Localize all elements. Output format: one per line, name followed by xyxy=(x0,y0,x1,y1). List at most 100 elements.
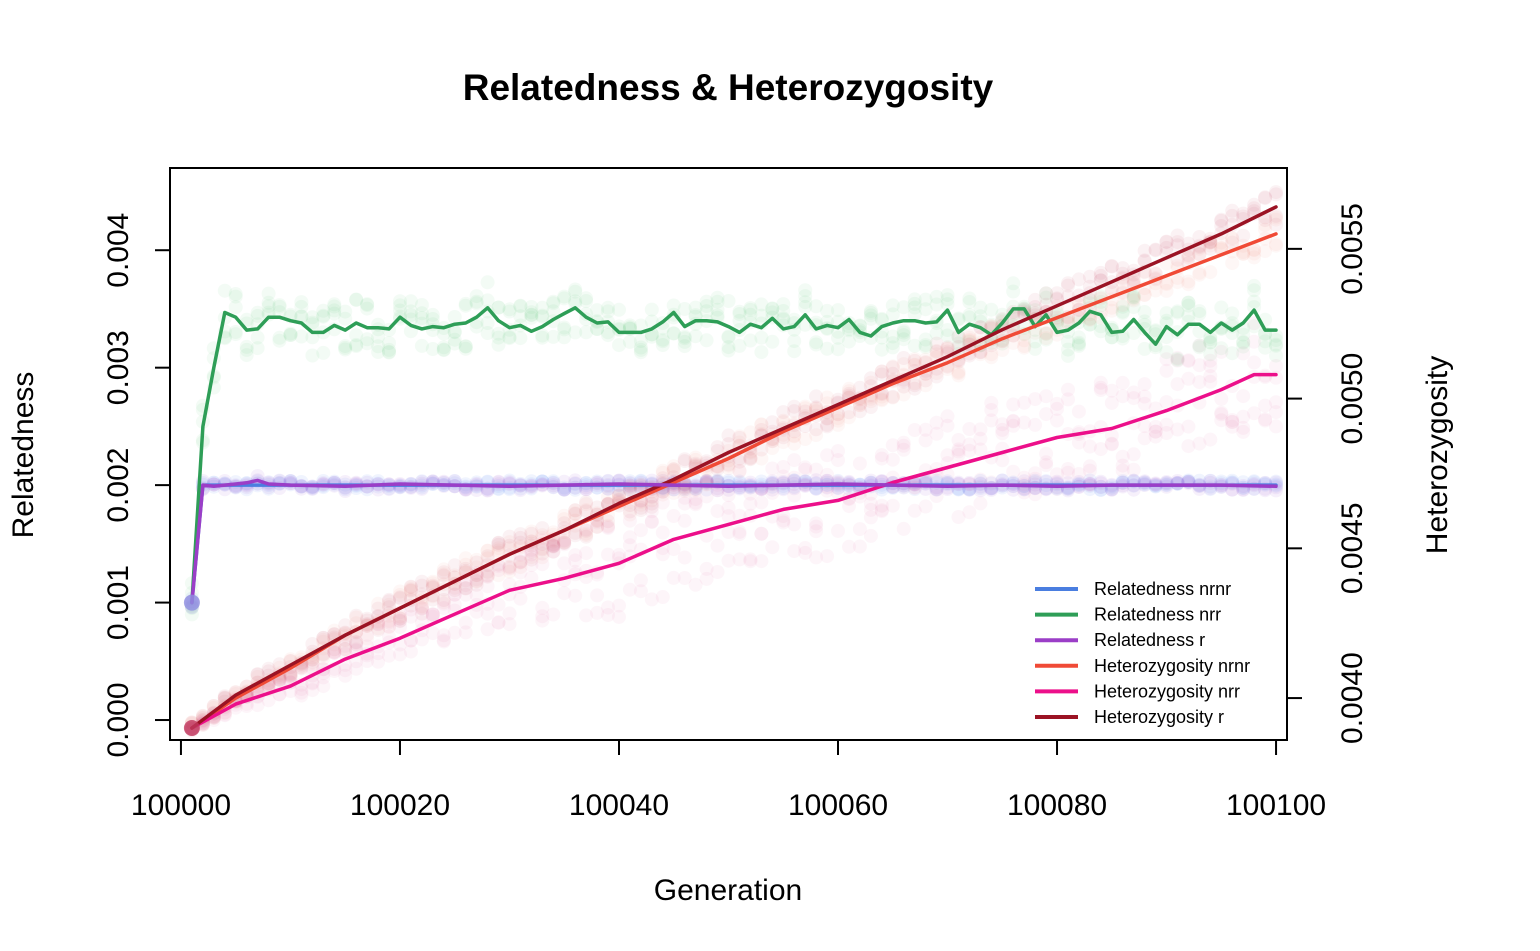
replicate-point-heterozygosity-r xyxy=(436,568,451,583)
replicate-point-relatedness-nrr xyxy=(940,323,955,337)
replicate-point-heterozygosity-nrr xyxy=(918,433,933,448)
replicate-point-relatedness-nrr xyxy=(480,275,495,290)
replicate-point-heterozygosity-nrr xyxy=(951,442,966,457)
replicate-point-relatedness-nrr xyxy=(984,302,999,317)
replicate-point-heterozygosity-nrnr xyxy=(666,463,681,478)
replicate-point-heterozygosity-nrnr xyxy=(1192,247,1207,262)
replicate-point-heterozygosity-r xyxy=(1170,238,1185,253)
replicate-point-heterozygosity-nrnr xyxy=(732,429,747,444)
replicate-point-heterozygosity-nrr xyxy=(491,563,506,578)
replicate-point-heterozygosity-nrr xyxy=(874,504,889,519)
replicate-point-heterozygosity-nrnr xyxy=(612,488,626,503)
y-right-tick-label: 0.0040 xyxy=(1336,652,1369,744)
replicate-point-heterozygosity-nrnr xyxy=(929,343,944,358)
replicate-point-heterozygosity-r xyxy=(414,574,429,589)
replicate-point-relatedness-nrr xyxy=(371,329,386,344)
replicate-point-relatedness-nrr xyxy=(633,345,648,360)
replicate-point-relatedness-nrr xyxy=(590,322,605,336)
replicate-point-relatedness-nrr xyxy=(557,320,572,335)
replicate-point-heterozygosity-r xyxy=(874,364,889,379)
replicate-point-heterozygosity-r xyxy=(907,381,922,396)
replicate-point-heterozygosity-nrr xyxy=(1214,344,1229,359)
replicate-point-relatedness-nrr xyxy=(1082,317,1097,332)
replicate-point-heterozygosity-nrnr xyxy=(1039,331,1054,346)
replicate-point-heterozygosity-nrr xyxy=(732,524,747,539)
replicate-point-heterozygosity-nrr xyxy=(973,496,988,511)
replicate-point-heterozygosity-nrr xyxy=(732,527,747,542)
replicate-point-heterozygosity-nrr xyxy=(984,413,999,428)
replicate-point-heterozygosity-r xyxy=(1236,206,1251,221)
replicate-point-heterozygosity-r xyxy=(633,500,648,515)
replicate-point-heterozygosity-nrr xyxy=(809,524,824,539)
replicate-point-heterozygosity-nrnr xyxy=(885,390,900,405)
replicate-point-relatedness-nrr xyxy=(1039,326,1054,341)
replicate-point-heterozygosity-nrr xyxy=(425,607,440,622)
replicate-point-heterozygosity-r xyxy=(798,404,813,419)
replicate-point-relatedness-nrr xyxy=(349,292,364,307)
replicate-point-relatedness-nrr xyxy=(1192,304,1207,319)
replicate-point-relatedness-nrr xyxy=(349,337,364,352)
replicate-point-relatedness-nrr xyxy=(776,297,791,312)
replicate-point-heterozygosity-nrnr xyxy=(874,392,889,407)
replicate-point-heterozygosity-nrr xyxy=(710,504,725,519)
replicate-point-heterozygosity-nrr xyxy=(995,426,1010,441)
replicate-point-relatedness-nrr xyxy=(338,311,353,326)
replicate-point-heterozygosity-r xyxy=(929,336,944,351)
replicate-point-heterozygosity-r xyxy=(1192,247,1207,262)
replicate-point-heterozygosity-nrr xyxy=(622,530,637,545)
series-line-relatedness-r xyxy=(190,478,1278,605)
replicate-point-relatedness-nrr xyxy=(228,287,243,301)
replicate-point-heterozygosity-nrnr xyxy=(655,463,670,478)
replicate-point-heterozygosity-r xyxy=(480,569,495,584)
replicate-point-heterozygosity-nrr xyxy=(918,499,933,514)
replicate-point-relatedness-nrr xyxy=(677,302,692,316)
replicate-point-heterozygosity-nrr xyxy=(765,461,780,476)
replicate-point-heterozygosity-nrnr xyxy=(776,435,791,450)
replicate-point-heterozygosity-r xyxy=(951,329,966,344)
replicate-point-relatedness-nrr xyxy=(382,336,396,350)
replicate-point-heterozygosity-nrr xyxy=(842,499,856,514)
replicate-point-heterozygosity-nrnr xyxy=(1225,231,1240,246)
replicate-point-heterozygosity-nrr xyxy=(327,645,342,660)
replicate-point-heterozygosity-nrnr xyxy=(1181,249,1196,264)
replicate-point-relatedness-nrr xyxy=(1247,278,1262,293)
replicate-point-heterozygosity-nrnr xyxy=(765,441,780,455)
replicate-point-heterozygosity-nrr xyxy=(743,486,758,501)
replicate-point-heterozygosity-nrnr xyxy=(721,461,736,476)
replicate-point-heterozygosity-r xyxy=(1148,242,1163,257)
replicate-point-relatedness-nrr xyxy=(842,323,856,338)
replicate-point-relatedness-nrr xyxy=(907,307,922,322)
replicate-point-heterozygosity-nrr xyxy=(590,605,605,620)
series-lines-layer xyxy=(183,205,1278,737)
replicate-point-heterozygosity-nrr xyxy=(787,453,802,468)
replicate-point-heterozygosity-nrr xyxy=(743,496,758,511)
replicate-point-heterozygosity-nrnr xyxy=(1192,265,1207,280)
replicate-point-heterozygosity-nrnr xyxy=(1236,246,1251,261)
replicate-point-relatedness-nrr xyxy=(973,309,988,324)
replicate-point-heterozygosity-nrnr xyxy=(414,600,429,615)
replicate-point-heterozygosity-nrnr xyxy=(1115,297,1130,312)
replicate-point-heterozygosity-nrr xyxy=(1159,417,1174,432)
replicate-point-relatedness-nrr xyxy=(732,307,747,321)
replicate-point-heterozygosity-nrnr xyxy=(371,596,386,611)
replicate-point-relatedness-nrr xyxy=(732,338,747,353)
replicate-point-heterozygosity-nrr xyxy=(502,561,517,576)
replicate-point-heterozygosity-r xyxy=(403,579,418,594)
replicate-point-heterozygosity-nrr xyxy=(1006,464,1021,479)
replicate-point-heterozygosity-nrnr xyxy=(436,562,451,577)
replicate-point-heterozygosity-r xyxy=(710,440,725,455)
replicate-point-heterozygosity-nrnr xyxy=(655,487,670,502)
replicate-point-relatedness-nrr xyxy=(524,310,539,325)
replicate-point-relatedness-nrr xyxy=(1203,335,1218,349)
replicate-point-heterozygosity-r xyxy=(382,592,396,607)
replicate-point-heterozygosity-nrnr xyxy=(754,417,769,432)
replicate-point-heterozygosity-nrnr xyxy=(601,518,615,533)
replicate-point-relatedness-nrr xyxy=(1236,339,1251,354)
replicate-point-heterozygosity-nrnr xyxy=(1159,283,1174,298)
replicate-point-heterozygosity-r xyxy=(940,340,955,355)
replicate-point-heterozygosity-nrr xyxy=(316,670,331,685)
replicate-point-heterozygosity-nrr xyxy=(831,444,845,459)
replicate-point-heterozygosity-nrr xyxy=(1203,374,1218,389)
replicate-point-heterozygosity-nrr xyxy=(973,472,988,487)
replicate-point-heterozygosity-nrnr xyxy=(469,552,484,567)
